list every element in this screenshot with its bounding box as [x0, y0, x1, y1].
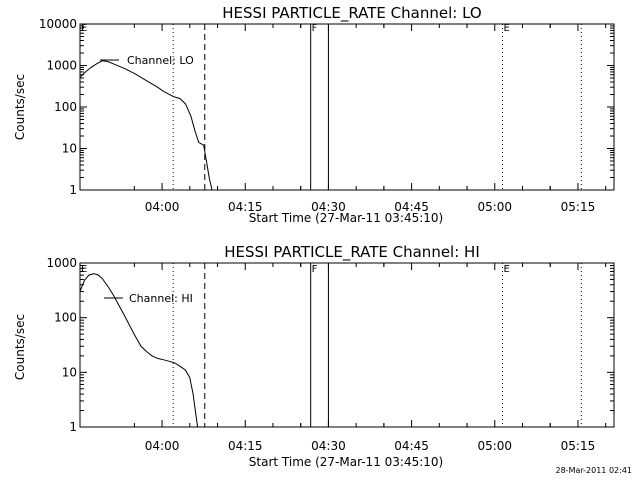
- x-tick-label: 05:15: [561, 200, 596, 214]
- plot-frame-lo: [79, 23, 615, 191]
- y-tick-label: 1000: [46, 59, 77, 73]
- y-tick-label: 10: [62, 365, 77, 379]
- x-tick-label: 04:45: [394, 200, 429, 214]
- x-tick-label: 04:30: [311, 439, 346, 453]
- chart-title-lo: HESSI PARTICLE_RATE Channel: LO: [222, 4, 481, 23]
- y-tick-label: 100: [54, 100, 77, 114]
- x-tick-label: 04:15: [228, 200, 263, 214]
- x-axis-label-hi: Start Time (27-Mar-11 03:45:10): [249, 455, 443, 469]
- chart-title-hi: HESSI PARTICLE_RATE Channel: HI: [224, 243, 480, 262]
- y-axis-label-hi: Counts/sec: [13, 314, 27, 380]
- y-tick-label: 10: [62, 142, 77, 156]
- x-tick-label: 05:15: [561, 439, 596, 453]
- x-tick-label: 04:45: [394, 439, 429, 453]
- x-tick-label: 04:15: [228, 439, 263, 453]
- legend-label-lo: Channel: LO: [127, 54, 194, 67]
- x-tick-label: 05:00: [477, 200, 512, 214]
- event-marker: F: [312, 264, 318, 275]
- x-tick-label: 04:00: [145, 200, 180, 214]
- y-axis-label-lo: Counts/sec: [13, 74, 27, 140]
- x-tick-label: 05:00: [477, 439, 512, 453]
- event-marker: E: [81, 264, 87, 275]
- event-marker: E: [504, 23, 510, 34]
- event-marker: E: [504, 264, 510, 275]
- y-tick-label: 10000: [39, 17, 77, 31]
- event-marker: F: [312, 23, 318, 34]
- plot-frame-hi: [79, 262, 615, 428]
- event-marker: E: [81, 23, 87, 34]
- legend-label-hi: Channel: HI: [129, 292, 193, 305]
- generation-timestamp: 28-Mar-2011 02:41: [555, 466, 633, 475]
- y-tick-label: 1000: [46, 256, 77, 270]
- x-tick-label: 04:00: [145, 439, 180, 453]
- x-axis-label-lo: Start Time (27-Mar-11 03:45:10): [249, 211, 443, 225]
- y-tick-label: 1: [69, 420, 77, 434]
- y-tick-label: 1: [69, 183, 77, 197]
- x-tick-label: 04:30: [311, 200, 346, 214]
- panel-lo: HESSI PARTICLE_RATE Channel: LO Counts/s…: [13, 4, 615, 225]
- series-line-lo: [79, 60, 213, 191]
- y-tick-label: 100: [54, 311, 77, 325]
- series-line-hi: [79, 273, 199, 428]
- panel-hi: HESSI PARTICLE_RATE Channel: HI Counts/s…: [13, 243, 615, 469]
